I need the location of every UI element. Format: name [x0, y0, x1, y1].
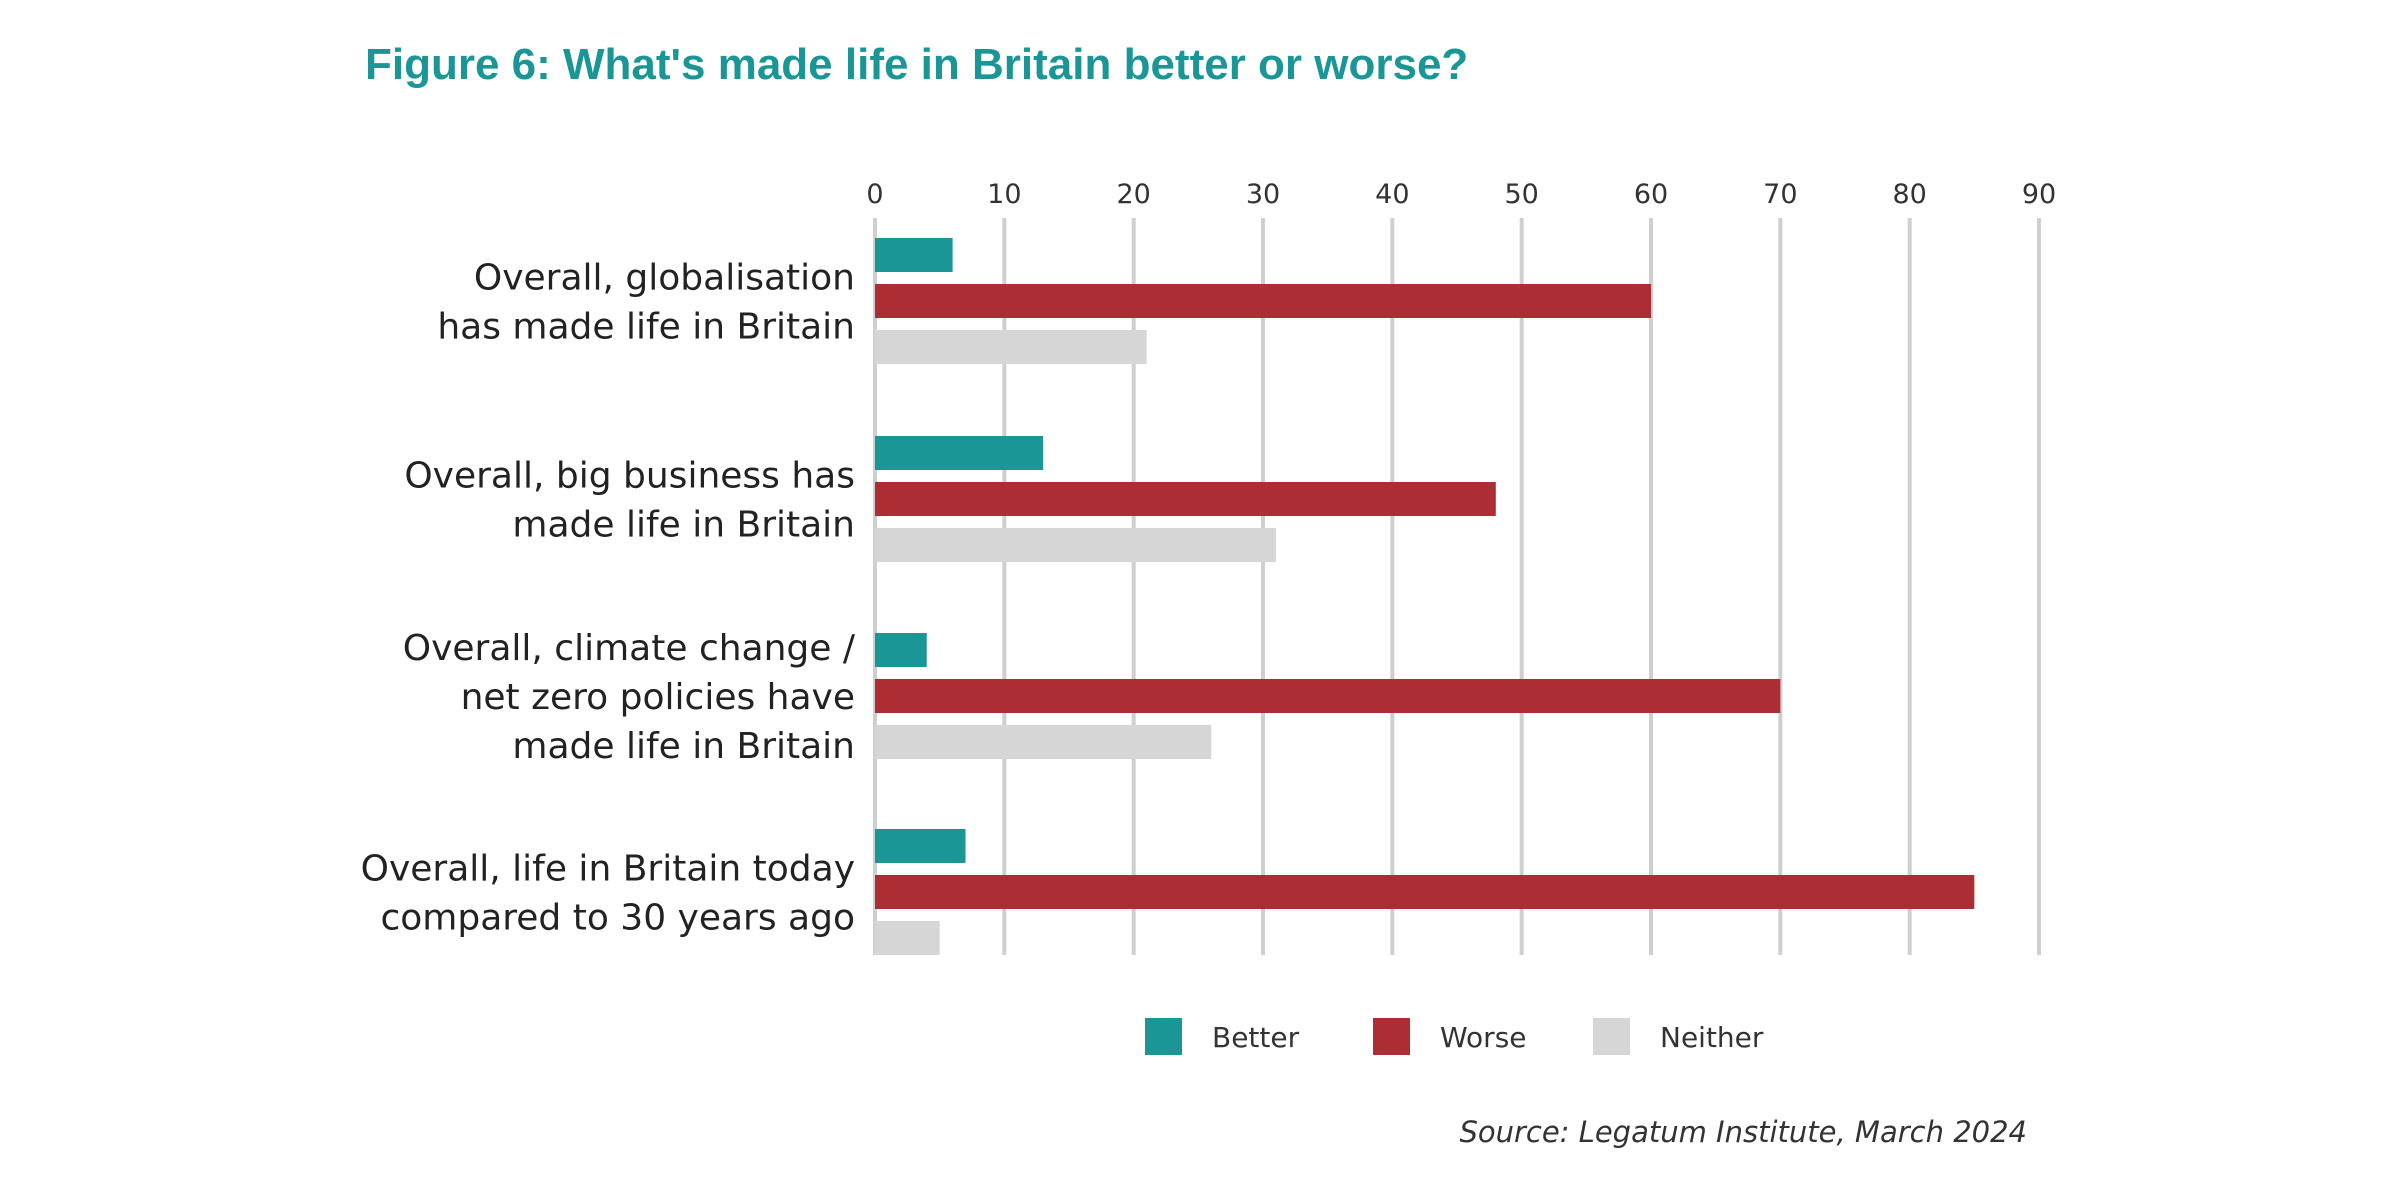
x-tick-label: 0 — [866, 179, 883, 210]
gridlines — [873, 218, 2041, 955]
x-tick-label: 40 — [1375, 179, 1409, 210]
chart-title: Figure 6: What's made life in Britain be… — [365, 40, 1469, 89]
legend-swatch-neither — [1593, 1018, 1630, 1055]
x-tick-label: 70 — [1763, 179, 1797, 210]
x-tick-label: 90 — [2022, 179, 2056, 210]
category-label: net zero policies have — [461, 677, 855, 718]
bars — [875, 238, 1975, 955]
category-label: Overall, life in Britain today — [361, 849, 855, 890]
x-tick-label: 60 — [1634, 179, 1668, 210]
legend-label-worse: Worse — [1440, 1021, 1527, 1054]
bar-worse — [875, 875, 1975, 909]
bar-neither — [875, 330, 1147, 364]
bar-neither — [875, 725, 1212, 759]
category-label: has made life in Britain — [437, 307, 855, 348]
x-tick-label: 10 — [987, 179, 1021, 210]
source-note: Source: Legatum Institute, March 2024 — [1459, 1115, 2027, 1149]
legend: Better Worse Neither — [1145, 1018, 1764, 1055]
category-label: Overall, climate change / — [403, 628, 856, 669]
category-label: Overall, globalisation — [474, 258, 855, 299]
bar-better — [875, 238, 953, 272]
category-label: Overall, big business has — [404, 456, 855, 497]
legend-swatch-worse — [1373, 1018, 1410, 1055]
category-label: made life in Britain — [512, 505, 855, 546]
legend-label-better: Better — [1212, 1021, 1300, 1054]
bar-neither — [875, 921, 940, 955]
category-label: made life in Britain — [512, 726, 855, 767]
bar-worse — [875, 679, 1781, 713]
x-tick-label: 80 — [1892, 179, 1926, 210]
x-axis-ticks: 0 10 20 30 40 50 60 70 80 90 — [866, 179, 2056, 210]
legend-label-neither: Neither — [1660, 1021, 1764, 1054]
bar-better — [875, 436, 1044, 470]
legend-swatch-better — [1145, 1018, 1182, 1055]
x-tick-label: 20 — [1116, 179, 1150, 210]
bar-neither — [875, 528, 1276, 562]
bar-better — [875, 633, 927, 667]
x-tick-label: 50 — [1504, 179, 1538, 210]
x-tick-label: 30 — [1246, 179, 1280, 210]
bar-worse — [875, 284, 1651, 318]
bar-better — [875, 829, 966, 863]
category-labels: Overall, globalisation has made life in B… — [361, 258, 856, 939]
category-label: compared to 30 years ago — [380, 898, 855, 939]
bar-worse — [875, 482, 1496, 516]
